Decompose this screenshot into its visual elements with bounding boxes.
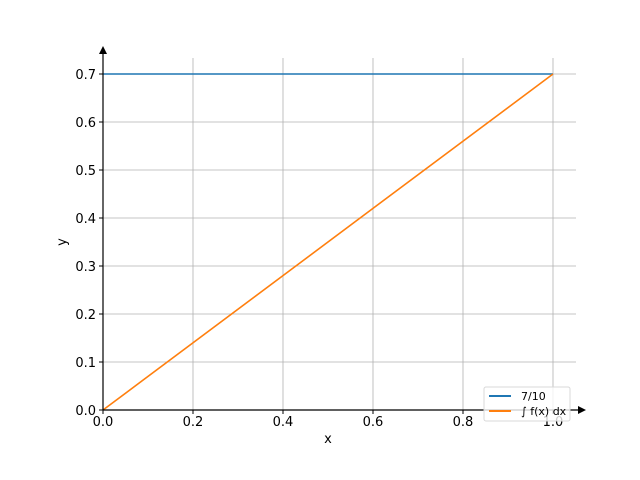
y-tick-label: 0.6 [75,116,96,131]
y-tick-label: 0.2 [75,308,96,323]
y-tick-label: 0.7 [75,68,96,83]
x-tick-label: 0.2 [183,415,204,430]
x-tick-label: 0.0 [93,415,114,430]
x-tick-label: 0.6 [363,415,384,430]
y-tick-label: 0.0 [75,404,96,419]
x-axis-label: x [324,432,332,447]
x-tick-label: 0.8 [453,415,474,430]
legend-label-2: ∫ f(x) dx [521,405,567,418]
y-axis-arrow [99,46,107,54]
y-tick-label: 0.5 [75,164,96,179]
x-tick-label: 0.4 [273,415,294,430]
grid [103,58,576,410]
legend-label-1: 7/10 [521,390,546,403]
y-tick-label: 0.3 [75,260,96,275]
y-axis-label: y [55,238,70,246]
series-layer [102,73,554,411]
legend: 7/10 ∫ f(x) dx [483,386,571,422]
y-tick-label: 0.4 [75,212,96,227]
x-axis-arrow [578,406,586,414]
series-line-2 [102,73,554,411]
ticks: 0.0 0.2 0.4 0.6 0.8 1.00.00.10.20.30.40.50.60… [75,68,563,430]
y-tick-label: 0.1 [75,356,96,371]
